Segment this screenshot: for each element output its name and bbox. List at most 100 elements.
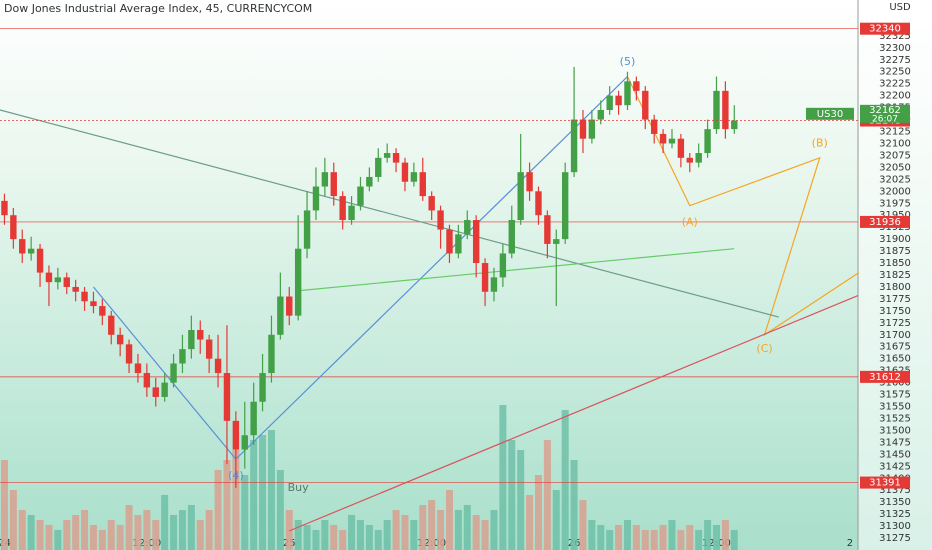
candle-body	[561, 172, 569, 240]
volume-bar	[579, 500, 587, 550]
x-tick-label: 2	[847, 538, 853, 549]
y-tick-label: 31650	[879, 354, 911, 365]
candle-body	[615, 95, 622, 106]
volume-bar	[312, 530, 320, 550]
candle-body	[535, 191, 542, 216]
volume-bar	[178, 510, 186, 550]
candle-body	[54, 277, 62, 283]
volume-bar	[294, 520, 302, 550]
y-tick-label: 31575	[879, 390, 911, 401]
symbol-label: US30	[817, 109, 843, 120]
volume-bar	[330, 525, 338, 550]
volume-bar	[63, 520, 71, 550]
candle-body	[713, 90, 720, 130]
wave-label: (B)	[812, 136, 828, 149]
candle-body	[579, 119, 587, 139]
candle-body	[419, 172, 426, 197]
countdown: 26:07	[872, 114, 898, 124]
volume-bar	[134, 515, 142, 550]
trend-line	[626, 76, 860, 337]
volume-bar	[125, 505, 133, 550]
volume-bar	[534, 475, 542, 550]
wave-label: (5)	[620, 55, 636, 68]
volume-bar	[561, 410, 569, 550]
volume-bar	[615, 525, 623, 550]
candle-body	[410, 172, 418, 182]
y-tick-label: 31675	[879, 342, 911, 353]
volume-bar	[161, 495, 169, 550]
volume-bar	[686, 525, 694, 550]
chart-title: Dow Jones Industrial Average Index, 45, …	[4, 2, 312, 15]
candle-body	[375, 157, 382, 177]
volume-bar	[54, 530, 62, 550]
volume-bar	[721, 520, 729, 550]
candle-body	[686, 157, 693, 163]
volume-bar	[454, 510, 462, 550]
candle-body	[597, 110, 604, 120]
volume-bar	[508, 440, 516, 550]
quote-tag	[860, 104, 910, 123]
volume-bar	[463, 505, 471, 550]
candle-body	[517, 172, 524, 220]
candle-body	[499, 253, 507, 278]
candle-body	[526, 172, 533, 192]
volume-bar	[241, 475, 249, 550]
volume-bar	[632, 525, 640, 550]
y-tick-label: 31350	[879, 497, 911, 508]
candle-body	[116, 334, 124, 345]
candle-body	[437, 210, 444, 230]
candle-body	[303, 210, 311, 249]
candle-body	[170, 363, 177, 383]
price-axis-bg	[858, 0, 932, 550]
y-tick-label: 31300	[879, 521, 911, 532]
volume-bar	[730, 530, 738, 550]
volume-bar	[196, 520, 204, 550]
candle-body	[125, 344, 133, 364]
volume-bar	[214, 470, 222, 550]
volume-bar	[170, 515, 178, 550]
y-tick-label: 31975	[879, 198, 911, 209]
volume-bar	[472, 515, 480, 550]
candle-body	[294, 248, 302, 316]
volume-bar	[481, 520, 489, 550]
volume-bar	[392, 510, 400, 550]
candle-body	[134, 363, 142, 374]
volume-bar	[552, 490, 560, 550]
candle-body	[383, 153, 391, 158]
candle-body	[544, 215, 551, 244]
volume-bar	[428, 500, 436, 550]
y-tick-label: 31775	[879, 294, 911, 305]
y-tick-label: 31725	[879, 318, 911, 329]
trend-line	[92, 76, 628, 461]
volume-bar	[543, 440, 551, 550]
candle-body	[588, 119, 596, 139]
volume-bar	[623, 520, 631, 550]
y-tick-label: 31425	[879, 461, 911, 472]
volume-bar	[321, 520, 329, 550]
y-tick-label: 32325	[879, 31, 911, 42]
candle-body	[197, 330, 204, 340]
candle-body	[704, 129, 711, 154]
wave-label: (C)	[756, 342, 772, 355]
candle-body	[339, 196, 346, 220]
candle-body	[286, 296, 293, 316]
trend-line	[298, 248, 735, 292]
volume-bar	[152, 520, 160, 550]
y-tick-label: 31525	[879, 413, 911, 424]
volume-bar	[27, 515, 35, 550]
candle-body	[27, 248, 35, 254]
volume-bar	[250, 440, 258, 550]
y-tick-label: 31600	[879, 378, 911, 389]
volume-bar	[437, 510, 445, 550]
candle-body	[232, 420, 240, 450]
y-tick-label: 31325	[879, 509, 911, 520]
candle-body	[446, 229, 453, 254]
candle-body	[731, 120, 738, 130]
y-tick-label: 31550	[879, 402, 911, 413]
candle-body	[624, 81, 631, 106]
y-tick-label: 31875	[879, 246, 911, 257]
y-tick-label: 31850	[879, 258, 911, 269]
y-tick-label: 32200	[879, 91, 911, 102]
candle-body	[695, 153, 702, 163]
candle-body	[241, 435, 248, 450]
